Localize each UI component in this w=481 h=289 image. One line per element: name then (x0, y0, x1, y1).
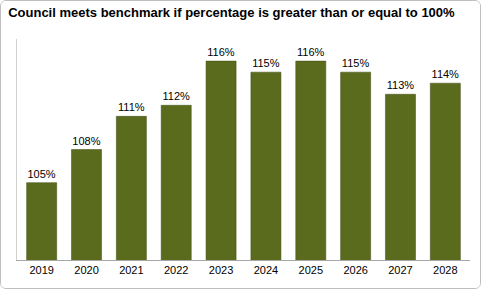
svg-text:2022: 2022 (164, 264, 188, 276)
svg-text:112%: 112% (162, 90, 190, 102)
svg-text:116%: 116% (297, 46, 325, 58)
svg-text:2026: 2026 (343, 264, 367, 276)
svg-text:2023: 2023 (209, 264, 233, 276)
svg-text:115%: 115% (342, 57, 370, 69)
svg-text:113%: 113% (387, 79, 415, 91)
svg-text:2027: 2027 (388, 264, 412, 276)
svg-text:2021: 2021 (119, 264, 143, 276)
svg-text:2019: 2019 (29, 264, 53, 276)
svg-text:105%: 105% (27, 168, 55, 180)
svg-text:114%: 114% (432, 68, 460, 80)
svg-text:115%: 115% (252, 57, 280, 69)
svg-text:2024: 2024 (254, 264, 278, 276)
svg-text:2028: 2028 (433, 264, 457, 276)
svg-text:2020: 2020 (74, 264, 98, 276)
svg-text:111%: 111% (118, 101, 145, 113)
svg-text:Council meets benchmark if per: Council meets benchmark if percentage is… (8, 5, 455, 20)
svg-text:116%: 116% (207, 46, 235, 58)
svg-text:108%: 108% (72, 135, 100, 147)
svg-text:2025: 2025 (299, 264, 323, 276)
